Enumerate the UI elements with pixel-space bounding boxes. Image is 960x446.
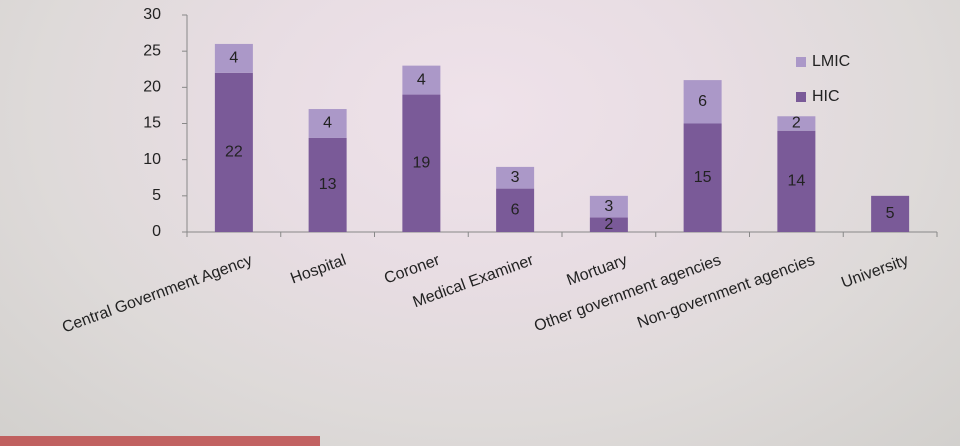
legend-label: HIC xyxy=(812,88,840,105)
bar-segment xyxy=(402,94,441,232)
bar-segment xyxy=(496,188,535,232)
y-tick-label: 0 xyxy=(152,223,161,240)
x-tick-label: Non-government agencies xyxy=(635,252,817,332)
bar-segment xyxy=(214,72,253,232)
bar-segment xyxy=(589,195,628,218)
x-tick-label: Mortuary xyxy=(565,252,630,290)
bar-segment xyxy=(683,123,722,232)
y-tick-label: 20 xyxy=(143,79,161,96)
value-label: 5 xyxy=(886,205,895,222)
value-label: 3 xyxy=(511,169,520,186)
y-tick-label: 5 xyxy=(152,187,161,204)
value-label: 4 xyxy=(323,115,332,132)
photo-strip xyxy=(0,436,320,446)
value-label: 19 xyxy=(412,155,430,172)
x-tick-label: Hospital xyxy=(288,252,348,288)
y-tick-label: 10 xyxy=(143,151,161,168)
bar-segment xyxy=(683,80,722,124)
value-label: 3 xyxy=(604,198,613,215)
bar-segment xyxy=(402,65,441,95)
legend-swatch xyxy=(796,92,806,102)
value-label: 13 xyxy=(319,176,337,193)
bar-segment xyxy=(777,130,816,232)
value-label: 6 xyxy=(511,202,520,219)
bar-segment xyxy=(308,137,347,232)
bar-segment xyxy=(871,195,910,232)
value-label: 2 xyxy=(792,115,801,132)
legend-label: LMIC xyxy=(812,53,850,70)
value-label: 2 xyxy=(604,216,613,233)
bar-segment xyxy=(496,166,535,189)
value-label: 14 xyxy=(787,173,805,190)
value-label: 4 xyxy=(417,71,426,88)
value-label: 22 xyxy=(225,144,243,161)
x-tick-label: University xyxy=(839,252,911,292)
x-tick-label: Coroner xyxy=(382,252,443,288)
bar-segment xyxy=(214,43,253,73)
y-tick-label: 25 xyxy=(143,42,161,59)
bar-segment xyxy=(308,109,347,138)
bar-segment xyxy=(589,217,628,232)
value-label: 4 xyxy=(229,50,238,67)
x-tick-label: Central Government Agency xyxy=(60,252,255,337)
value-label: 15 xyxy=(694,169,712,186)
y-tick-label: 15 xyxy=(143,115,161,132)
value-label: 6 xyxy=(698,93,707,110)
bar-segment xyxy=(777,116,816,131)
legend-swatch xyxy=(796,57,806,67)
y-tick-label: 30 xyxy=(143,6,161,23)
